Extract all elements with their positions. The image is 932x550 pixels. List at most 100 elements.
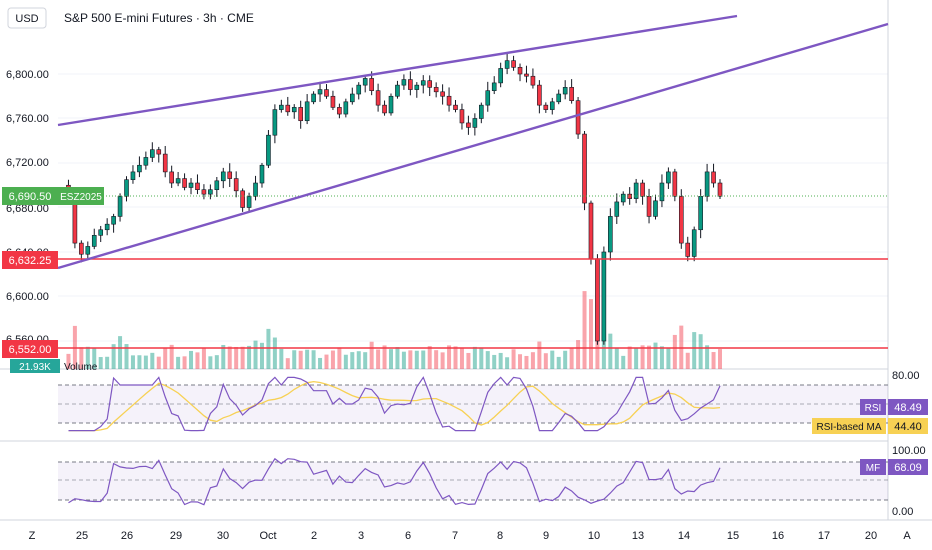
candle-body [104,223,110,231]
volume-bar [653,342,658,369]
candle-body [382,104,387,114]
candle-body [711,171,716,184]
volume-bar [201,348,206,369]
volume-bar [537,341,542,369]
candle-body [246,196,252,208]
candle-body [537,84,542,106]
time-tick: 30 [217,530,229,542]
volume-bar [137,355,142,369]
auto-scale-button[interactable]: A [903,530,911,542]
candle-body [491,82,497,91]
candle-body [466,122,471,128]
volume-bar [363,352,368,369]
volume-value: 21.93K [19,362,51,373]
volume-bar [627,346,632,369]
candle-body [259,164,265,184]
volume-bar [440,352,445,369]
volume-bar [214,355,219,369]
candle-body [156,149,162,155]
volume-bar [79,347,84,369]
candle-body [79,242,84,255]
volume-bar [389,349,393,369]
volume-bar [582,291,587,369]
volume-bar [634,348,639,369]
candle-body [130,171,136,180]
rsi-line [68,376,721,432]
candle-body [595,258,600,342]
volume-bar [698,334,703,369]
candle-body [588,202,594,259]
timezone-button[interactable]: Z [29,530,36,542]
rsi-value: 48.49 [894,402,922,414]
volume-bar [485,351,490,369]
time-tick: 25 [76,530,88,542]
volume-bar [350,352,355,369]
candle-body [614,201,620,217]
candle-body [291,107,297,113]
candles [66,52,723,345]
volume-bar [259,342,264,369]
lower-trendline[interactable] [57,22,889,270]
candle-body [420,80,426,86]
volume-bar [337,347,342,369]
candle-body [182,178,187,188]
candle-body [233,178,239,192]
volume-bar [505,357,510,369]
volume-bar [253,340,258,369]
volume-bar [240,346,245,369]
candle-body [137,164,142,173]
upper-trendline[interactable] [57,14,738,127]
candle-body [330,95,336,108]
volume-bar [163,347,168,369]
volume-bar [189,350,194,369]
volume-label: Volume [64,362,98,373]
support-upper-value: 6,632.25 [9,255,52,267]
rsi-badge-value [888,399,928,415]
time-tick: 6 [405,530,411,542]
volume-bar [685,352,690,369]
candle-body [208,189,213,195]
volume-bar [518,354,523,369]
volume-bar [408,350,413,369]
volume-bar [498,352,503,369]
candle-body [85,246,91,255]
candle-body [524,73,529,77]
volume-bar [195,352,200,369]
candle-body [117,196,123,217]
currency-label[interactable]: USD [15,13,38,25]
time-tick: 29 [170,530,182,542]
volume-bar [543,353,548,369]
volume-bar [221,344,226,369]
support-lower-badge [2,340,58,358]
time-axis[interactable]: 25 26 29 30 Oct 2 3 6 7 8 9 10 13 14 15 16 17 20 [76,530,877,542]
mf-value: 68.09 [894,462,922,474]
mf-axis-top: 100.00 [892,445,926,457]
volume-bar [421,350,426,369]
candle-body [98,229,104,236]
candle-body [414,84,420,90]
time-tick: 2 [311,530,317,542]
candle-body [111,216,116,225]
volume-bar [227,346,232,369]
candle-body [272,109,278,136]
volume-bar [459,348,464,369]
volume-bar [556,356,561,369]
currency-box[interactable] [7,7,47,29]
candle-body [349,93,355,103]
candle-body [549,101,555,110]
candle-body [459,109,465,124]
volume-bar [92,348,97,369]
price-tick: 6,600.00 [6,291,49,303]
volume-bar [563,350,568,369]
volume-bar [298,350,303,369]
volume-bar [330,350,335,369]
candle-body [124,179,129,197]
support-upper-badge [2,251,58,269]
rsi-ma-value: 44.40 [894,421,922,433]
candle-body [279,104,284,110]
candle-body [201,189,207,195]
candle-body [150,149,155,158]
volume-bar [285,358,290,369]
